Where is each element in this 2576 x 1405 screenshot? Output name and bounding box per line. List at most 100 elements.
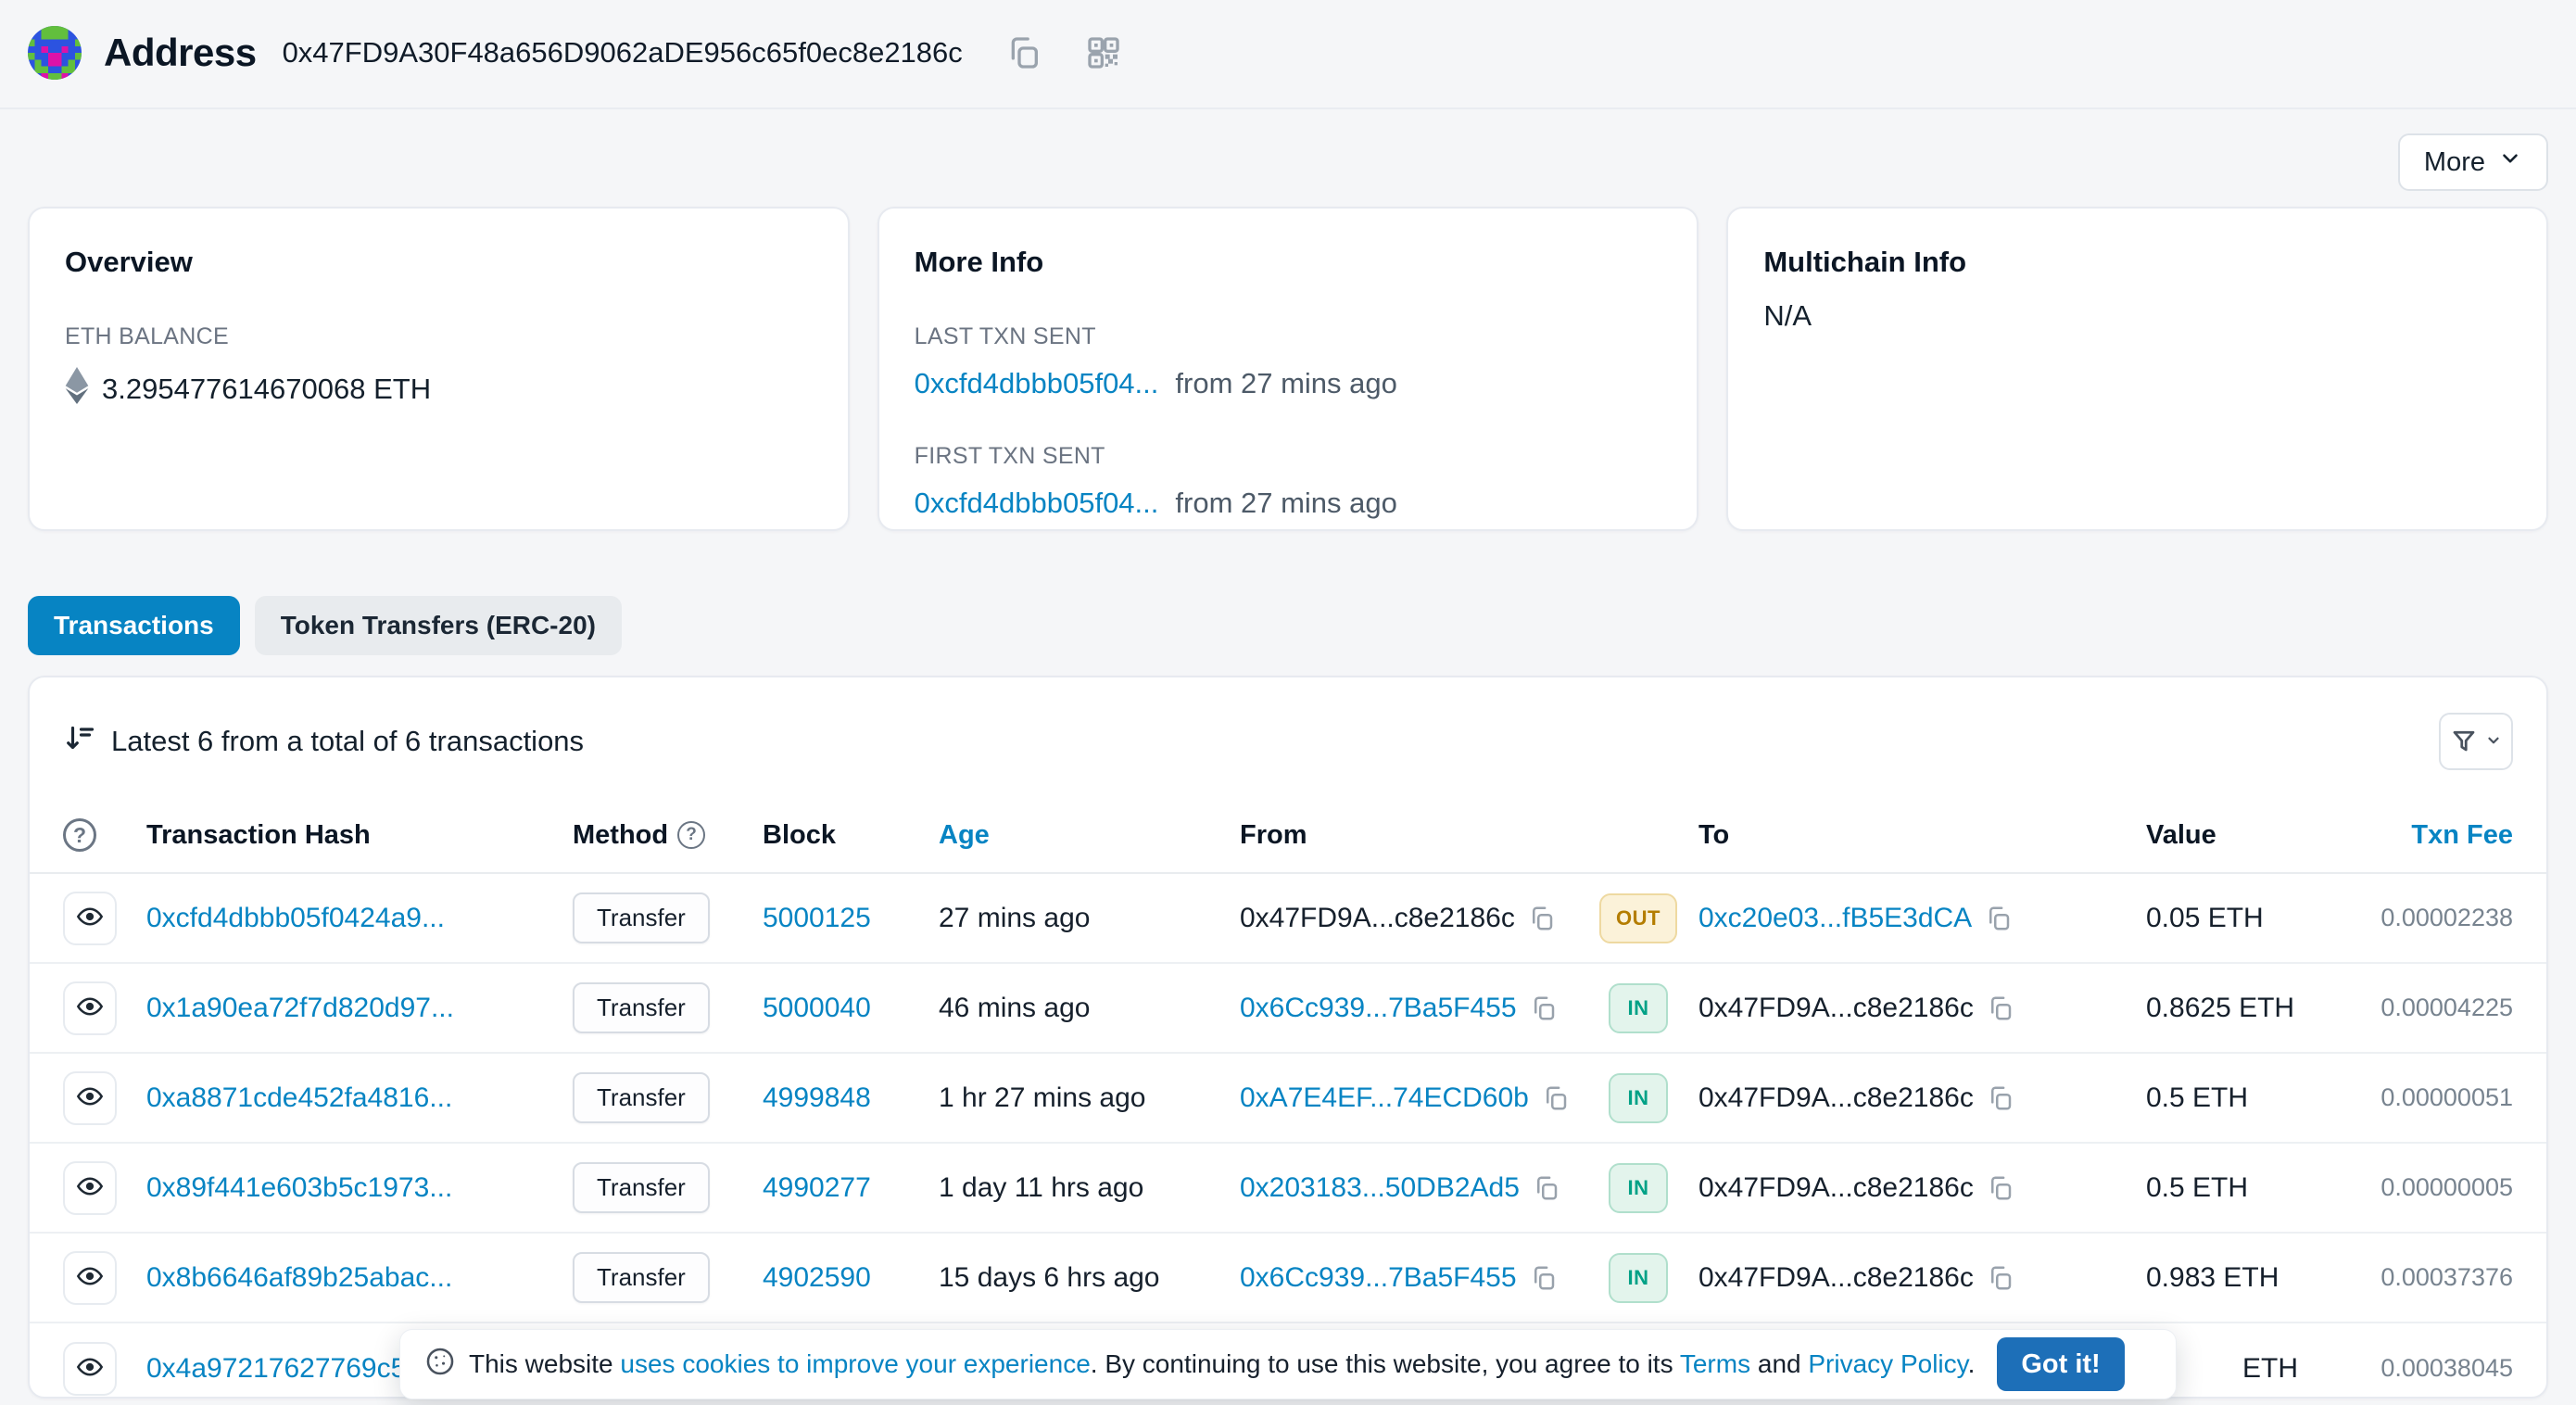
method-badge[interactable]: Transfer xyxy=(573,1072,710,1123)
copy-to-icon[interactable] xyxy=(1987,994,2014,1022)
from-address[interactable]: 0x6Cc939...7Ba5F455 xyxy=(1240,1261,1517,1293)
method-badge[interactable]: Transfer xyxy=(573,982,710,1033)
more-info-title: More Info xyxy=(914,246,1044,278)
age-value: 27 mins ago xyxy=(939,902,1091,933)
block-link[interactable]: 4990277 xyxy=(763,1171,871,1203)
age-value: 15 days 6 hrs ago xyxy=(939,1261,1160,1293)
preview-transaction-button[interactable] xyxy=(63,1250,117,1305)
method-badge[interactable]: Transfer xyxy=(573,892,710,943)
copy-to-icon[interactable] xyxy=(1987,1174,2014,1202)
copy-from-icon[interactable] xyxy=(1530,1264,1558,1292)
qr-code-button[interactable] xyxy=(1085,34,1122,71)
multichain-info-value: N/A xyxy=(1763,299,1812,332)
to-address[interactable]: 0x47FD9A...c8e2186c xyxy=(1698,1261,1974,1293)
table-row: 0xa8871cde452fa4816... Transfer 4999848 … xyxy=(30,1054,2546,1144)
sort-icon xyxy=(63,721,96,762)
age-value: 46 mins ago xyxy=(939,992,1091,1023)
tab-transactions[interactable]: Transactions xyxy=(28,596,240,655)
multichain-info-title: Multichain Info xyxy=(1763,246,1967,278)
from-address[interactable]: 0x47FD9A...c8e2186c xyxy=(1240,902,1515,933)
copy-from-icon[interactable] xyxy=(1530,994,1558,1022)
method-badge[interactable]: Transfer xyxy=(573,1252,710,1303)
filter-funnel-icon xyxy=(2450,727,2478,757)
eye-icon xyxy=(75,1352,105,1385)
chevron-down-icon xyxy=(2498,146,2522,178)
copy-to-icon[interactable] xyxy=(1985,905,2013,932)
preview-transaction-button[interactable] xyxy=(63,891,117,945)
copy-from-icon[interactable] xyxy=(1528,905,1556,932)
transaction-hash-link[interactable]: 0x89f441e603b5c1973... xyxy=(146,1171,453,1203)
from-address[interactable]: 0x203183...50DB2Ad5 xyxy=(1240,1171,1520,1203)
transactions-card: Latest 6 from a total of 6 transactions … xyxy=(28,676,2548,1399)
cookie-message: This website uses cookies to improve you… xyxy=(469,1349,1976,1378)
direction-badge: IN xyxy=(1609,1252,1668,1303)
to-address[interactable]: 0x47FD9A...c8e2186c xyxy=(1698,1171,1974,1203)
block-link[interactable]: 4902590 xyxy=(763,1261,871,1293)
copy-to-icon[interactable] xyxy=(1987,1084,2014,1112)
column-txn-fee[interactable]: Txn Fee xyxy=(2411,819,2513,850)
cookies-info-link[interactable]: uses cookies to improve your experience xyxy=(620,1349,1091,1378)
table-row: 0x1a90ea72f7d820d97... Transfer 5000040 … xyxy=(30,964,2546,1054)
eye-icon xyxy=(75,1171,105,1204)
preview-transaction-button[interactable] xyxy=(63,1070,117,1125)
more-button[interactable]: More xyxy=(2397,133,2548,191)
value-cell: 0.8625 ETH xyxy=(2146,992,2295,1023)
txn-fee-cell: 0.00000005 xyxy=(2380,1173,2513,1201)
age-value: 1 hr 27 mins ago xyxy=(939,1082,1146,1113)
transaction-hash-link[interactable]: 0x1a90ea72f7d820d97... xyxy=(146,992,454,1023)
overview-card: Overview ETH BALANCE 3.295477614670068 E… xyxy=(28,207,850,531)
last-txn-time: from 27 mins ago xyxy=(1175,367,1397,399)
help-icon: ? xyxy=(63,818,96,852)
overview-title: Overview xyxy=(65,246,193,278)
copy-from-icon[interactable] xyxy=(1542,1084,1570,1112)
transaction-hash-link[interactable]: 0xa8871cde452fa4816... xyxy=(146,1082,453,1113)
txn-fee-cell: 0.00002238 xyxy=(2380,904,2513,931)
tab-token-transfers[interactable]: Token Transfers (ERC-20) xyxy=(254,596,622,655)
address-avatar xyxy=(28,26,82,80)
info-cards: Overview ETH BALANCE 3.295477614670068 E… xyxy=(28,207,2549,531)
direction-badge: IN xyxy=(1609,982,1668,1033)
multichain-info-card: Multichain Info N/A xyxy=(1726,207,2549,531)
filter-button[interactable] xyxy=(2439,713,2513,770)
block-link[interactable]: 5000040 xyxy=(763,992,871,1023)
column-to: To xyxy=(1698,819,1730,850)
from-address[interactable]: 0xA7E4EF...74ECD60b xyxy=(1240,1082,1529,1113)
method-badge[interactable]: Transfer xyxy=(573,1162,710,1213)
to-address[interactable]: 0x47FD9A...c8e2186c xyxy=(1698,1082,1974,1113)
table-summary: Latest 6 from a total of 6 transactions xyxy=(111,725,585,757)
column-age[interactable]: Age xyxy=(939,819,990,850)
privacy-policy-link[interactable]: Privacy Policy xyxy=(1808,1349,1968,1378)
block-link[interactable]: 4999848 xyxy=(763,1082,871,1113)
transaction-hash-link[interactable]: 0x8b6646af89b25abac... xyxy=(146,1261,453,1293)
first-txn-time: from 27 mins ago xyxy=(1175,487,1397,519)
preview-transaction-button[interactable] xyxy=(63,1341,117,1396)
table-row: 0x8b6646af89b25abac... Transfer 4902590 … xyxy=(30,1234,2546,1323)
section-tabs: Transactions Token Transfers (ERC-20) xyxy=(28,596,2548,655)
copy-to-icon[interactable] xyxy=(1987,1264,2014,1292)
table-row: 0xcfd4dbbb05f0424a9... Transfer 5000125 … xyxy=(30,874,2546,964)
from-address[interactable]: 0x6Cc939...7Ba5F455 xyxy=(1240,992,1517,1023)
more-info-card: More Info LAST TXN SENT 0xcfd4dbbb05f04.… xyxy=(877,207,1699,531)
transaction-hash-link[interactable]: 0xcfd4dbbb05f0424a9... xyxy=(146,902,445,933)
eth-balance-label: ETH BALANCE xyxy=(65,323,229,349)
actions-row: More xyxy=(0,109,2576,207)
copy-from-icon[interactable] xyxy=(1533,1174,1560,1202)
eye-icon xyxy=(75,902,105,934)
copy-address-button[interactable] xyxy=(1005,34,1042,71)
column-transaction-hash: Transaction Hash xyxy=(146,819,371,850)
preview-transaction-button[interactable] xyxy=(63,1160,117,1215)
column-value: Value xyxy=(2146,819,2216,850)
block-link[interactable]: 5000125 xyxy=(763,902,871,933)
to-address[interactable]: 0x47FD9A...c8e2186c xyxy=(1698,992,1974,1023)
last-txn-link[interactable]: 0xcfd4dbbb05f04... xyxy=(914,367,1159,399)
got-it-button[interactable]: Got it! xyxy=(1997,1337,2125,1391)
eth-balance-value: 3.295477614670068 ETH xyxy=(102,373,432,405)
to-address[interactable]: 0xc20e03...fB5E3dCA xyxy=(1698,902,1973,933)
terms-link[interactable]: Terms xyxy=(1679,1349,1751,1378)
value-cell: 0.5 ETH xyxy=(2146,1171,2249,1203)
value-cell: 0.5 ETH xyxy=(2146,1082,2249,1113)
first-txn-link[interactable]: 0xcfd4dbbb05f04... xyxy=(914,487,1159,519)
transaction-hash-link[interactable]: 0x4a97217627769c5... xyxy=(146,1352,430,1384)
preview-transaction-button[interactable] xyxy=(63,981,117,1035)
page-title: Address xyxy=(104,31,257,74)
